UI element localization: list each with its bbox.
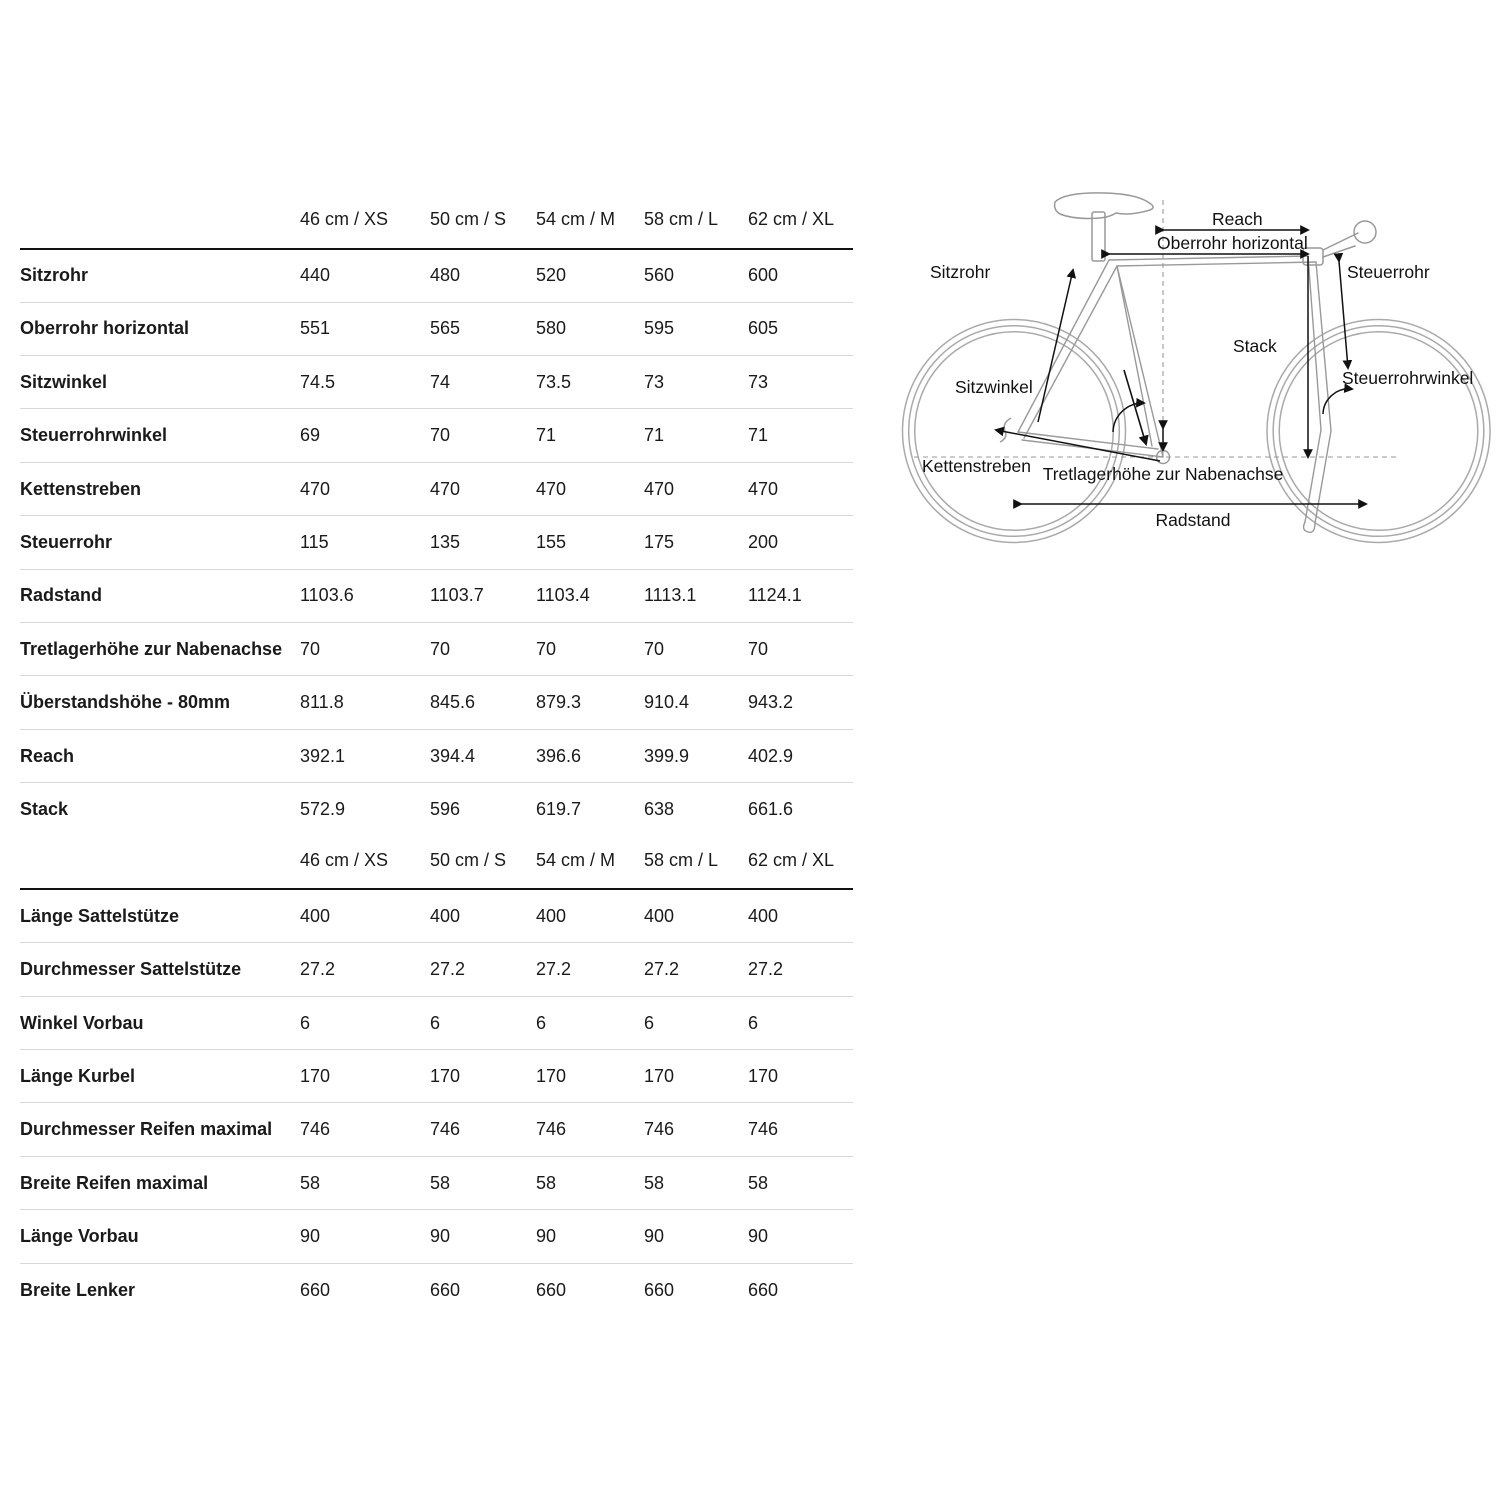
- svg-text:Kettenstreben: Kettenstreben: [922, 456, 1031, 476]
- svg-text:Steuerrohrwinkel: Steuerrohrwinkel: [1342, 368, 1473, 388]
- svg-text:Radstand: Radstand: [1156, 510, 1231, 530]
- svg-text:Oberrohr horizontal: Oberrohr horizontal: [1157, 233, 1308, 253]
- svg-text:Steuerrohr: Steuerrohr: [1347, 262, 1430, 282]
- svg-text:Sitzwinkel: Sitzwinkel: [955, 377, 1033, 397]
- svg-text:Tretlagerhöhe zur Nabenachse: Tretlagerhöhe zur Nabenachse: [1043, 464, 1284, 484]
- svg-text:Sitzrohr: Sitzrohr: [930, 262, 990, 282]
- svg-text:Reach: Reach: [1212, 209, 1263, 229]
- svg-text:Stack: Stack: [1233, 336, 1277, 356]
